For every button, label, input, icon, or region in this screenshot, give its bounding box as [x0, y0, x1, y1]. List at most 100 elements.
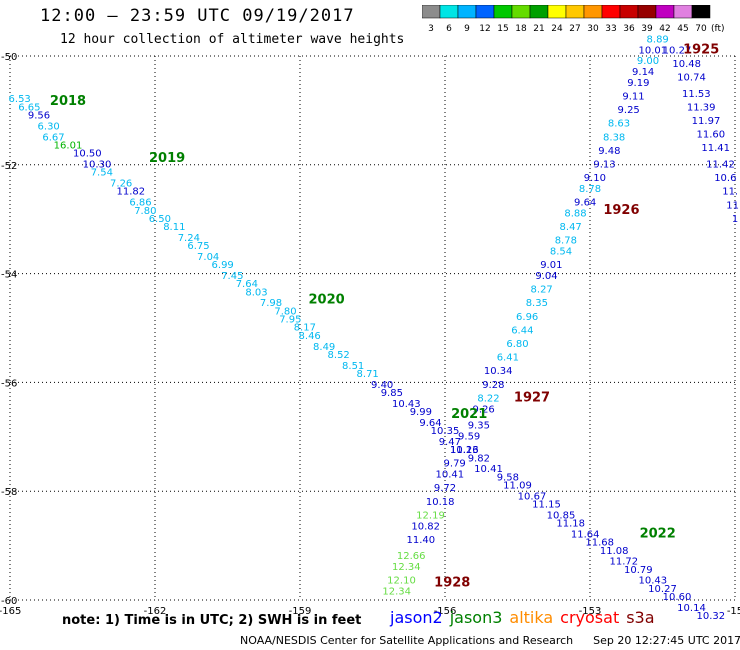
- y-tick-label: -58: [1, 487, 17, 498]
- color-scale: 3 6 9 12 15 18 21 24 27 30 33 36 39 42 45 70 (ft): [422, 5, 725, 34]
- legend-s3a: s3a: [626, 608, 655, 627]
- wave-height-value: 9.99: [410, 407, 432, 418]
- footer-org: NOAA/NESDIS Center for Satellite Applica…: [240, 634, 574, 647]
- wave-height-value: 8.89: [647, 34, 669, 45]
- legend-jason2: jason2: [390, 608, 443, 627]
- pass-number-label: 2018: [50, 94, 86, 109]
- wave-height-value: 8.46: [299, 331, 321, 342]
- color-scale-label: 39: [641, 24, 653, 34]
- wave-height-value: 10.85: [547, 510, 576, 521]
- wave-height-value: 7.95: [279, 315, 301, 326]
- wave-height-value: 9.00: [637, 56, 659, 67]
- wave-height-value: 9.19: [627, 78, 649, 89]
- wave-height-value: 8.22: [477, 393, 499, 404]
- wave-height-value: 11.41: [701, 143, 730, 154]
- color-scale-label: 21: [533, 24, 544, 34]
- wave-height-value: 8.52: [328, 350, 350, 361]
- wave-height-value: 6.65: [18, 102, 40, 113]
- wave-height-value: 8.88: [564, 208, 586, 219]
- wave-height-value: 10.48: [672, 59, 701, 70]
- wave-height-value: 11.72: [610, 557, 639, 568]
- wave-height-value: 8.63: [608, 119, 630, 130]
- wave-height-value: 8.11: [163, 222, 185, 233]
- wave-height-value: 10.41: [474, 464, 503, 475]
- color-scale-label: 9: [464, 24, 470, 34]
- wave-height-value: 10.43: [639, 576, 668, 587]
- wave-height-value: 10.43: [392, 399, 421, 410]
- wave-height-value: 10.6: [714, 173, 736, 184]
- wave-height-value: 11.68: [585, 538, 614, 549]
- wave-height-value: 6.41: [497, 353, 519, 364]
- wave-height-value: 6.96: [516, 312, 538, 323]
- wave-height-value: 11.97: [692, 116, 721, 127]
- wave-height-value: 9.48: [598, 146, 620, 157]
- wave-height-value: 9.47: [439, 437, 461, 448]
- wave-height-value: 6.50: [149, 214, 171, 225]
- wave-height-value: 8.51: [342, 361, 364, 372]
- color-scale-label: 6: [446, 24, 452, 34]
- wave-height-value: 9.56: [28, 111, 50, 122]
- wave-height-value: 8.17: [294, 323, 316, 334]
- wave-height-value: 10.32: [697, 611, 726, 622]
- wave-height-value: 10.27: [648, 584, 677, 595]
- pass-number-label: 2020: [308, 293, 344, 308]
- wave-height-value: 11.15: [532, 500, 561, 511]
- wave-height-value: 9.35: [468, 421, 490, 432]
- wave-height-value: 8.78: [579, 184, 601, 195]
- wave-height-value: 6.44: [511, 325, 533, 336]
- color-scale-label: 24: [551, 24, 563, 34]
- y-tick-label: -50: [1, 52, 17, 63]
- y-tick-label: -56: [1, 378, 17, 389]
- wave-height-value: 7.24: [178, 233, 200, 244]
- wave-height-value: 9.26: [473, 404, 495, 415]
- color-scale-label: 12: [479, 24, 490, 34]
- color-scale-label: 3: [428, 24, 434, 34]
- wave-height-value: 11.13: [450, 445, 479, 456]
- chart-subtitle: 12 hour collection of altimeter wave hei…: [60, 32, 405, 47]
- wave-height-value: 9.04: [535, 271, 557, 282]
- wave-height-value: 10.50: [73, 149, 102, 160]
- wave-height-value: 10.60: [663, 592, 692, 603]
- wave-height-value: 11.53: [682, 89, 711, 100]
- wave-height-value: 9.58: [497, 472, 519, 483]
- wave-height-value: 9.14: [632, 67, 654, 78]
- wave-height-value: 9.59: [458, 432, 480, 443]
- wave-height-value: 7.54: [91, 168, 113, 179]
- wave-height-value: 10.34: [484, 366, 513, 377]
- x-tick-label: -159: [289, 606, 312, 617]
- wave-height-value: 9.72: [434, 483, 456, 494]
- color-scale-label: 27: [569, 24, 580, 34]
- wave-height-value: 9.25: [618, 105, 640, 116]
- wave-height-value: 6.53: [9, 94, 31, 105]
- wave-height-value: 11.09: [503, 480, 532, 491]
- wave-height-value: 9.79: [444, 459, 466, 470]
- wave-height-value: 9.13: [593, 160, 615, 171]
- chart-title: 12:00 — 23:59 UTC 09/19/2017: [40, 6, 355, 26]
- wave-height-value: 7.80: [134, 206, 156, 217]
- wave-height-value: 7.26: [110, 179, 132, 190]
- wave-height-value: 16.01: [54, 140, 83, 151]
- wave-height-value: 9.28: [482, 380, 504, 391]
- wave-height-value: 10.01: [639, 45, 668, 56]
- wave-height-value: 10.27: [663, 45, 692, 56]
- wave-height-value: 7.80: [274, 306, 296, 317]
- pass-number-label: 2019: [149, 151, 185, 166]
- wave-height-value: 8.38: [603, 132, 625, 143]
- color-scale-swatch: [691, 5, 711, 19]
- pass-number-label: 1928: [434, 575, 470, 590]
- pass-number-label: 2022: [640, 526, 676, 541]
- legend-jason3: jason3: [449, 608, 503, 627]
- pass-number-label: 1925: [683, 42, 719, 57]
- wave-height-value: 1: [732, 214, 738, 225]
- wave-height-value: 9.85: [381, 388, 403, 399]
- color-scale-label: 33: [605, 24, 616, 34]
- wave-height-value: 11.60: [697, 130, 726, 141]
- wave-height-value: 6.67: [42, 132, 64, 143]
- wave-height-value: 12.10: [387, 576, 416, 587]
- color-scale-label: 18: [515, 24, 527, 34]
- wave-height-value: 9.64: [419, 418, 441, 429]
- color-scale-label: 30: [587, 24, 599, 34]
- units-note: note: 1) Time is in UTC; 2) SWH is in fe…: [62, 613, 362, 628]
- pass-number-label: 1927: [514, 390, 550, 405]
